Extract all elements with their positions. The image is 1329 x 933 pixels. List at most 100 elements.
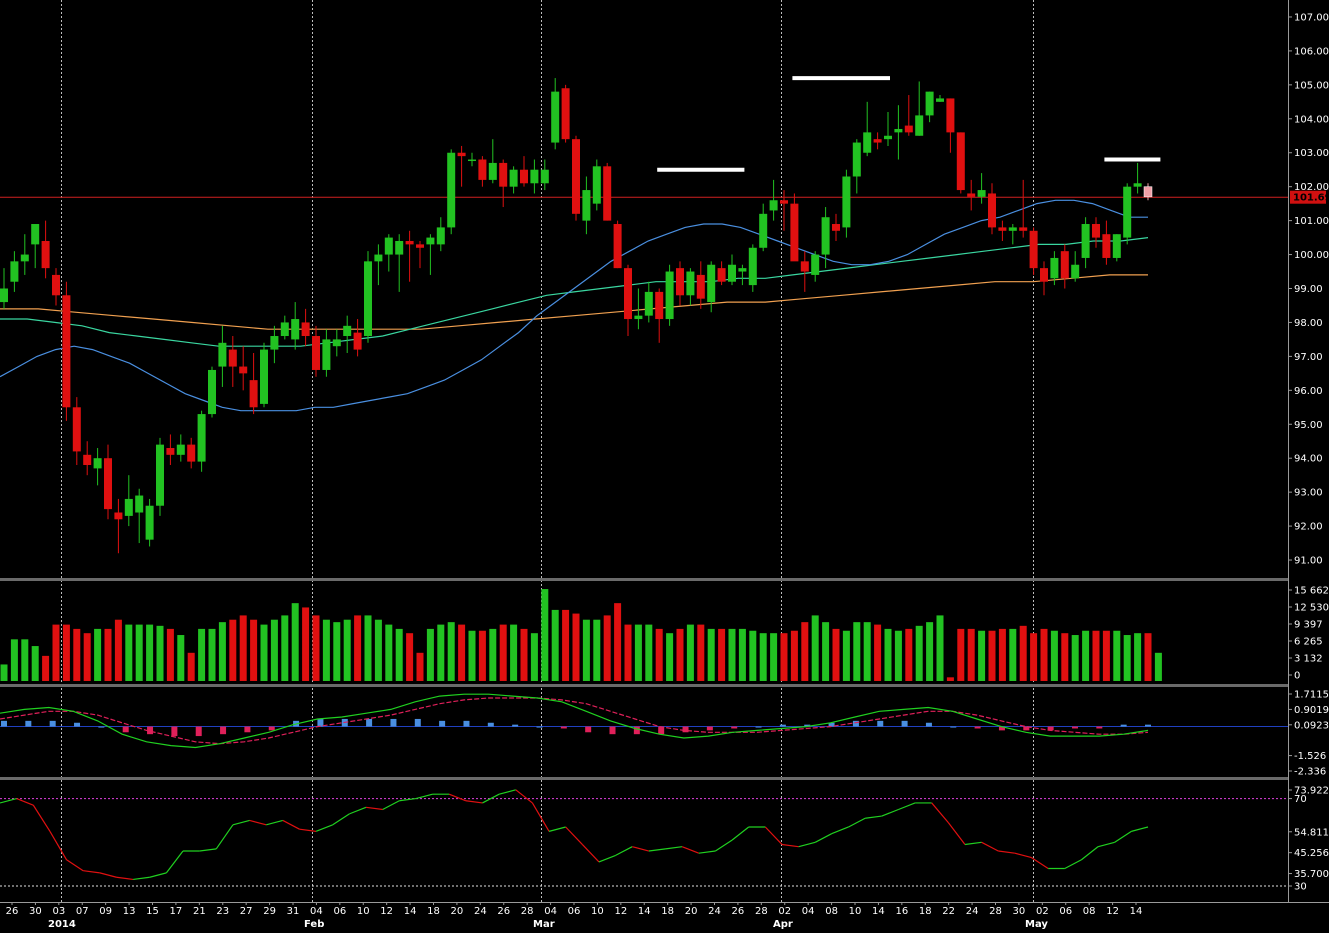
volume-bar[interactable] — [385, 624, 393, 681]
candle[interactable] — [322, 329, 331, 377]
candle[interactable] — [551, 78, 560, 150]
candle[interactable] — [291, 302, 300, 350]
candle[interactable] — [124, 475, 133, 527]
candle[interactable] — [104, 444, 112, 520]
candle[interactable] — [811, 251, 820, 282]
macd-histogram-bar[interactable] — [1, 720, 7, 727]
volume-bar[interactable] — [104, 628, 112, 681]
candle[interactable] — [956, 132, 965, 194]
volume-bar[interactable] — [593, 619, 601, 681]
volume-bar[interactable] — [957, 628, 965, 681]
macd-histogram-bar[interactable] — [804, 724, 811, 727]
rsi-panel[interactable] — [0, 789, 1288, 887]
candle[interactable] — [1019, 179, 1028, 238]
volume-bar[interactable] — [790, 630, 798, 681]
candle[interactable] — [218, 325, 227, 387]
candle[interactable] — [353, 319, 362, 357]
volume-bar[interactable] — [510, 624, 518, 681]
macd-histogram-bar[interactable] — [220, 726, 227, 735]
volume-bar[interactable] — [634, 624, 642, 681]
volume-bar[interactable] — [0, 664, 8, 681]
volume-bar[interactable] — [572, 613, 580, 681]
candle[interactable] — [748, 244, 757, 292]
volume-bar[interactable] — [125, 624, 133, 681]
candle[interactable] — [592, 159, 601, 211]
candle[interactable] — [41, 220, 50, 279]
candle[interactable] — [998, 220, 1007, 241]
candle[interactable] — [1123, 183, 1132, 245]
candle[interactable] — [800, 251, 809, 292]
volume-bar[interactable] — [198, 628, 206, 681]
candle[interactable] — [187, 437, 196, 469]
macd-histogram-bar[interactable] — [414, 718, 421, 727]
candle[interactable] — [540, 159, 549, 191]
macd-histogram-bar[interactable] — [195, 726, 202, 737]
macd-histogram-bar[interactable] — [901, 720, 908, 727]
candle[interactable] — [228, 336, 237, 387]
volume-bar[interactable] — [1071, 635, 1079, 681]
candle[interactable] — [780, 190, 788, 231]
candle[interactable] — [83, 441, 92, 476]
candle[interactable] — [1008, 224, 1017, 245]
volume-bar[interactable] — [801, 622, 809, 681]
macd-histogram-bar[interactable] — [755, 726, 762, 728]
candle[interactable] — [977, 173, 986, 204]
candle[interactable] — [416, 240, 424, 269]
candle[interactable] — [374, 244, 383, 286]
macd-histogram-bar[interactable] — [877, 720, 884, 727]
candle[interactable] — [1143, 183, 1153, 201]
volume-bar[interactable] — [603, 615, 611, 681]
macd-histogram-bar[interactable] — [828, 722, 835, 727]
candle[interactable] — [0, 268, 8, 309]
volume-bar[interactable] — [541, 589, 549, 681]
macd-histogram-bar[interactable] — [1071, 726, 1078, 729]
volume-bar[interactable] — [832, 628, 840, 681]
candle[interactable] — [863, 101, 872, 157]
volume-bar[interactable] — [62, 624, 70, 681]
volume-bar[interactable] — [1019, 625, 1027, 681]
candle[interactable] — [561, 84, 570, 143]
volume-bar[interactable] — [676, 628, 684, 681]
volume-bar[interactable] — [915, 625, 923, 681]
candle[interactable] — [624, 264, 632, 337]
volume-bar[interactable] — [707, 628, 715, 681]
volume-bar[interactable] — [42, 655, 50, 681]
macd-histogram-bar[interactable] — [1047, 726, 1054, 731]
macd-histogram-bar[interactable] — [1096, 726, 1103, 729]
volume-bar[interactable] — [562, 609, 570, 681]
macd-histogram-bar[interactable] — [925, 722, 932, 727]
candle[interactable] — [176, 434, 185, 462]
volume-bar[interactable] — [458, 624, 466, 681]
candle[interactable] — [239, 346, 248, 391]
macd-histogram-bar[interactable] — [706, 726, 713, 731]
volume-bar[interactable] — [218, 622, 226, 681]
candle[interactable] — [72, 397, 81, 465]
candle[interactable] — [946, 98, 955, 153]
volume-bar[interactable] — [333, 622, 341, 681]
volume-bar[interactable] — [655, 628, 663, 681]
volume-bar[interactable] — [177, 635, 185, 681]
volume-bar[interactable] — [1050, 630, 1058, 681]
volume-bar[interactable] — [281, 615, 289, 681]
volume-bar[interactable] — [343, 619, 351, 681]
volume-bar[interactable] — [187, 652, 195, 681]
candle[interactable] — [20, 234, 29, 275]
volume-bar[interactable] — [239, 615, 247, 681]
volume-bar[interactable] — [946, 677, 954, 681]
volume-bar[interactable] — [686, 624, 694, 681]
volume-bar[interactable] — [1102, 630, 1110, 681]
macd-histogram-bar[interactable] — [268, 726, 275, 731]
candle[interactable] — [717, 261, 726, 286]
volume-bar[interactable] — [967, 628, 975, 681]
volume-bar[interactable] — [52, 624, 60, 681]
candle[interactable] — [1071, 251, 1080, 282]
candle[interactable] — [488, 139, 497, 184]
candle[interactable] — [447, 149, 456, 235]
candle[interactable] — [832, 213, 840, 241]
candle[interactable] — [603, 162, 612, 221]
volume-bar[interactable] — [1061, 633, 1069, 681]
candle[interactable] — [676, 261, 684, 306]
volume-bar[interactable] — [312, 615, 320, 681]
candle[interactable] — [655, 288, 664, 343]
